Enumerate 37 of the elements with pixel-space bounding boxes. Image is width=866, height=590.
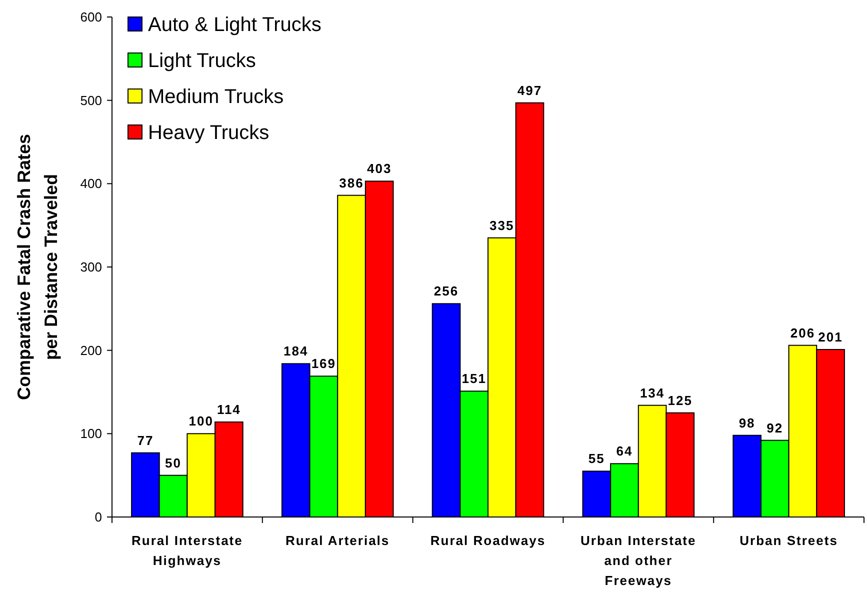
y-tick-label: 200 (80, 342, 102, 358)
y-tick-label: 0 (94, 510, 102, 525)
data-label: 98 (738, 415, 756, 430)
x-tick-label: Urban Interstate and other Freeways (580, 533, 696, 588)
data-label: 134 (640, 385, 665, 400)
y-tick-label: 100 (80, 426, 102, 442)
data-label: 335 (490, 218, 514, 233)
data-label: 55 (588, 451, 605, 466)
data-label: 201 (818, 330, 843, 344)
data-label: 64 (616, 444, 633, 459)
legend-label: Medium Trucks (148, 86, 284, 108)
data-label: 497 (517, 82, 542, 98)
legend-label: Light Trucks (148, 50, 256, 72)
y-tick-label: 600 (80, 10, 102, 25)
y-axis-title: Comparative Fatal Crash Rates per Distance Traveled (14, 134, 61, 400)
x-tick-label: Urban Streets (740, 533, 838, 548)
data-label: 50 (165, 455, 182, 470)
data-label: 114 (216, 402, 241, 417)
y-tick-label: 400 (80, 176, 102, 192)
x-tick-label: Rural Interstate Highways (132, 533, 243, 568)
data-label: 151 (462, 371, 486, 386)
data-label: 100 (188, 414, 214, 429)
data-label: 386 (339, 175, 364, 190)
x-tick-label: Rural Roadways (430, 533, 546, 548)
y-tick-label: 500 (80, 92, 102, 108)
legend-label: Heavy Trucks (148, 122, 270, 144)
data-label: 125 (668, 392, 692, 408)
data-label: 77 (137, 432, 154, 448)
data-label: 184 (284, 344, 308, 359)
data-label: 206 (790, 325, 816, 340)
data-label: 256 (434, 284, 459, 299)
x-tick-label: Rural Arterials (286, 533, 390, 548)
data-label: 403 (366, 161, 392, 176)
y-tick-label: 300 (80, 260, 102, 275)
data-label: 92 (766, 420, 784, 436)
legend-label: Auto & Light Trucks (148, 14, 322, 36)
data-label: 169 (311, 356, 336, 372)
